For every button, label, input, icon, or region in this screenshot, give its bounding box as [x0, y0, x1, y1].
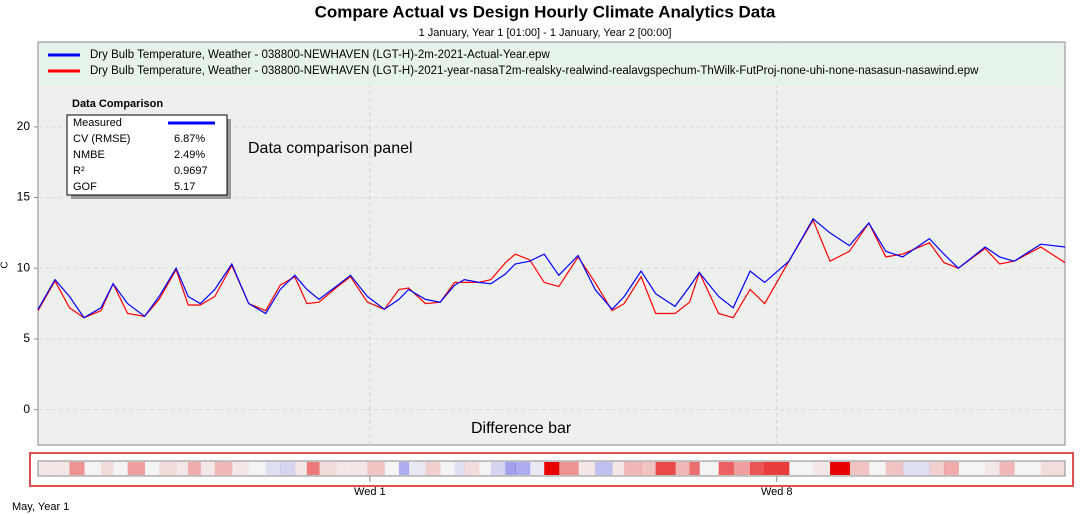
difference-segment — [306, 462, 320, 475]
difference-segment — [294, 462, 308, 475]
difference-segment — [578, 462, 596, 475]
chart-subtitle: 1 January, Year 1 [01:00] - 1 January, Y… — [419, 27, 672, 39]
difference-segment — [1014, 462, 1041, 475]
panel-row-value: 0.9697 — [174, 165, 208, 177]
difference-segment — [84, 462, 101, 475]
difference-segment — [529, 462, 545, 475]
panel-row-value: 2.49% — [174, 149, 205, 161]
chart-title: Compare Actual vs Design Hourly Climate … — [315, 2, 776, 21]
difference-segment — [280, 462, 296, 475]
panel-legend-label: Measured — [73, 117, 122, 129]
difference-segment — [113, 462, 128, 475]
panel-title: Data Comparison — [72, 98, 163, 110]
panel — [66, 114, 228, 196]
difference-segment — [145, 462, 160, 475]
difference-segment — [515, 462, 531, 475]
difference-segment — [425, 462, 441, 475]
difference-segment — [641, 462, 657, 475]
legend-label: Dry Bulb Temperature, Weather - 038800-N… — [90, 65, 979, 77]
difference-bar-outline — [29, 452, 1074, 487]
panel-row-label: R² — [73, 165, 85, 177]
difference-segment — [200, 462, 216, 475]
difference-segment — [1040, 462, 1066, 475]
difference-segment — [231, 462, 250, 475]
difference-segment — [595, 462, 613, 475]
difference-segment — [188, 462, 201, 475]
difference-segment — [127, 462, 146, 475]
x-tick-label: Wed 1 — [354, 486, 386, 498]
series-line — [37, 217, 1066, 319]
difference-segment — [318, 462, 337, 475]
legend-label: Dry Bulb Temperature, Weather - 038800-N… — [90, 49, 550, 61]
difference-segment — [655, 462, 676, 475]
difference-segment — [440, 462, 455, 475]
difference-segment — [490, 462, 506, 475]
y-tick-label: 10 — [17, 260, 31, 274]
difference-bar-frame — [37, 460, 1066, 477]
difference-segment — [454, 462, 465, 475]
difference-segment — [750, 462, 766, 475]
difference-segment — [612, 462, 625, 475]
difference-segment — [789, 462, 814, 475]
difference-segment — [505, 462, 516, 475]
difference-segment — [675, 462, 691, 475]
difference-segment — [902, 462, 930, 475]
difference-segment — [464, 462, 480, 475]
y-axis-label: C — [0, 261, 11, 268]
panel-row-label: CV (RMSE) — [73, 133, 130, 145]
plot-area — [37, 41, 1066, 446]
annotation: Difference bar — [471, 420, 572, 437]
difference-segment — [249, 462, 266, 475]
difference-segment — [350, 462, 368, 475]
difference-segment — [335, 462, 351, 475]
difference-segment — [718, 462, 734, 475]
x-axis-label: May, Year 1 — [12, 501, 69, 513]
difference-segment — [408, 462, 427, 475]
difference-segment — [830, 462, 850, 475]
difference-segment — [733, 462, 751, 475]
difference-segment — [985, 462, 1001, 475]
difference-segment — [54, 462, 70, 475]
difference-segment — [958, 462, 985, 475]
difference-segment — [624, 462, 642, 475]
difference-segment — [869, 462, 886, 475]
difference-segment — [38, 462, 56, 475]
difference-segment — [398, 462, 410, 475]
panel-row-label: NMBE — [73, 149, 105, 161]
difference-segment — [885, 462, 904, 475]
difference-segment — [764, 462, 790, 475]
difference-segment — [479, 462, 492, 475]
difference-segment — [699, 462, 719, 475]
difference-segment — [544, 462, 560, 475]
difference-segment — [69, 462, 85, 475]
difference-segment — [689, 462, 700, 475]
difference-segment — [176, 462, 189, 475]
difference-segment — [558, 462, 579, 475]
difference-segment — [943, 462, 959, 475]
difference-segment — [159, 462, 177, 475]
panel-row-value: 5.17 — [174, 181, 195, 193]
panel-row-label: GOF — [73, 181, 97, 193]
difference-segment — [214, 462, 233, 475]
legend-box — [40, 44, 1063, 86]
difference-segment — [929, 462, 945, 475]
difference-segment — [849, 462, 870, 475]
y-tick-label: 0 — [23, 402, 30, 416]
difference-segment — [265, 462, 281, 475]
difference-segment — [813, 462, 831, 475]
difference-segment — [100, 462, 114, 475]
panel-row-value: 6.87% — [174, 133, 205, 145]
x-tick-label: Wed 8 — [761, 486, 793, 498]
difference-segment — [367, 462, 385, 475]
y-tick-label: 5 — [23, 331, 30, 345]
difference-segment — [999, 462, 1015, 475]
annotation: Data comparison panel — [248, 140, 413, 157]
y-tick-label: 20 — [17, 119, 31, 133]
y-tick-label: 15 — [17, 190, 31, 204]
difference-segment — [384, 462, 399, 475]
series-line — [37, 218, 1066, 319]
